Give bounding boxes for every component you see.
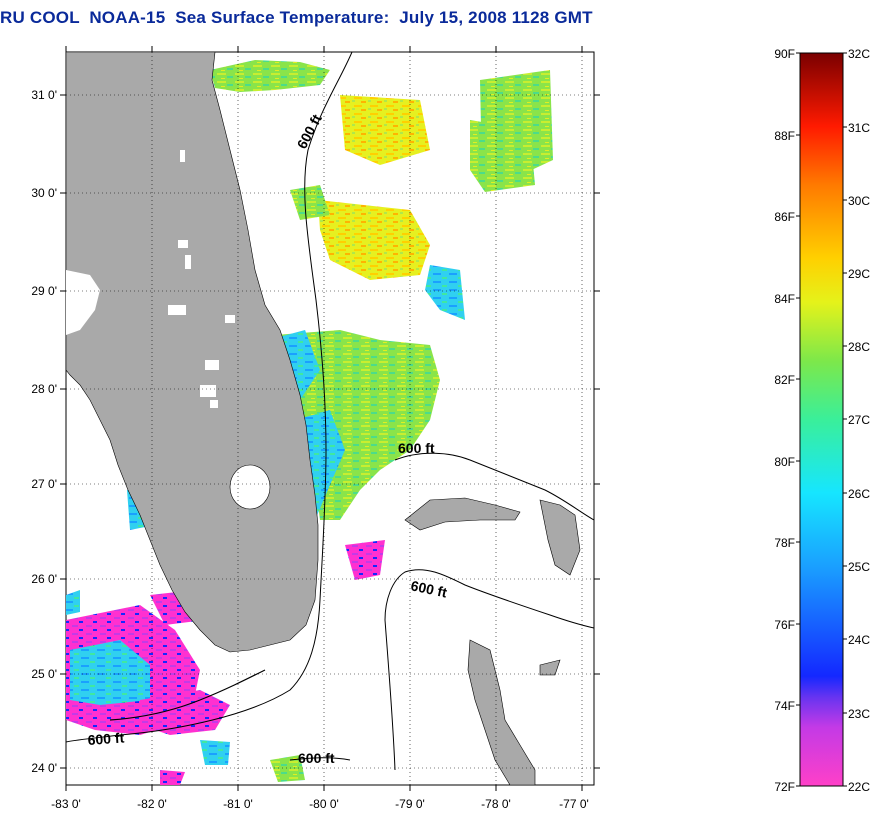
isobath-contours (66, 52, 594, 771)
lat-label: 28 0' (31, 382, 57, 396)
lat-label: 26 0' (31, 572, 57, 586)
lat-label: 24 0' (31, 761, 57, 775)
inland-lakes (168, 150, 235, 408)
contour-label: 600 ft (398, 440, 435, 456)
lon-label: -77 0' (559, 797, 589, 811)
lat-label: 31 0' (31, 88, 57, 102)
colorbar-c-label: 25C (848, 560, 870, 574)
axis-ticks (60, 46, 600, 791)
colorbar-f-label: 90F (774, 47, 795, 61)
colorbar-c-label: 26C (848, 487, 870, 501)
latitude-labels: 31 0' 30 0' 29 0' 28 0' 27 0' 26 0' 25 0… (31, 88, 57, 775)
map-title: RU COOL NOAA-15 Sea Surface Temperature:… (0, 8, 593, 27)
colorbar-f-label: 76F (774, 618, 795, 632)
lat-label: 25 0' (31, 667, 57, 681)
lon-label: -78 0' (481, 797, 511, 811)
colorbar-f-label: 80F (774, 455, 795, 469)
contour-label: 600 ft (87, 729, 125, 748)
sst-swaths (66, 60, 553, 785)
lat-label: 30 0' (31, 186, 57, 200)
contour-label: 600 ft (298, 750, 335, 766)
colorbar-c-label: 31C (848, 121, 870, 135)
lon-label: -82 0' (137, 797, 167, 811)
colorbar-f-label: 86F (774, 210, 795, 224)
colorbar-c-label: 27C (848, 413, 870, 427)
colorbar: 90F 88F 86F 84F 82F 80F 78F 76F 74F 72F … (774, 47, 870, 794)
colorbar-f-label: 72F (774, 780, 795, 794)
colorbar-f-label: 84F (774, 292, 795, 306)
lon-label: -79 0' (395, 797, 425, 811)
colorbar-f-label: 88F (774, 129, 795, 143)
lon-label: -83 0' (51, 797, 81, 811)
colorbar-c-label: 24C (848, 633, 870, 647)
colorbar-f-label: 78F (774, 536, 795, 550)
lake-okeechobee (229, 464, 271, 510)
colorbar-f-label: 82F (774, 373, 795, 387)
colorbar-c-label: 28C (848, 340, 870, 354)
lon-label: -80 0' (309, 797, 339, 811)
contour-label: 600 ft (409, 577, 448, 600)
lat-label: 27 0' (31, 477, 57, 491)
colorbar-gradient (799, 52, 844, 787)
colorbar-c-label: 32C (848, 47, 870, 61)
land-bahamas (404, 497, 581, 785)
florida-keys (109, 669, 266, 721)
lat-lon-grid (66, 52, 594, 785)
colorbar-c-label: 29C (848, 267, 870, 281)
colorbar-c-label: 23C (848, 707, 870, 721)
colorbar-c-label: 22C (848, 780, 870, 794)
lon-label: -81 0' (223, 797, 253, 811)
colorbar-f-label: 74F (774, 699, 795, 713)
lat-label: 29 0' (31, 284, 57, 298)
colorbar-c-label: 30C (848, 194, 870, 208)
longitude-labels: -83 0' -82 0' -81 0' -80 0' -79 0' -78 0… (51, 797, 589, 811)
